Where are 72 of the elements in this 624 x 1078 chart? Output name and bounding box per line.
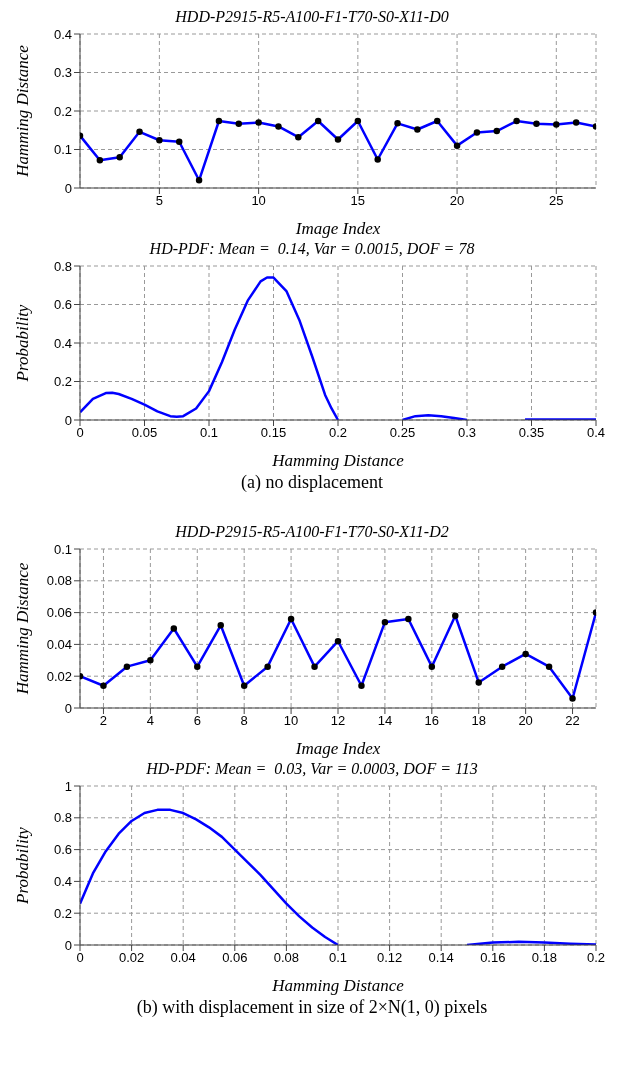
x-tick-label: 0.1: [328, 950, 348, 966]
chart-title: HDD-P2915-R5-A100-F1-T70-S0-X11-D0: [174, 8, 450, 27]
x-tick-label: 15: [350, 193, 366, 209]
y-tick-label: 0.1: [53, 541, 72, 557]
x-axis-title: Image Index: [294, 739, 381, 758]
y-tick-label: 0.2: [53, 374, 72, 390]
x-tick-label: 0: [76, 950, 84, 966]
x-tick-label: 5: [155, 193, 163, 209]
x-tick-label: 0.02: [118, 950, 145, 966]
x-tick-label: 0.06: [222, 950, 248, 966]
y-tick-label: 0.6: [53, 842, 72, 858]
x-tick-label: 0.2: [586, 950, 606, 966]
x-tick-label: 20: [449, 193, 465, 209]
x-tick-label: 16: [424, 713, 440, 729]
y-axis-title: Hamming Distance: [13, 44, 33, 178]
y-tick-label: 0.08: [46, 573, 72, 589]
x-tick-label: 0.3: [457, 425, 477, 441]
x-tick-label: 6: [193, 713, 201, 729]
x-tick-label: 12: [330, 713, 346, 729]
y-tick-label: 0.1: [53, 142, 72, 158]
x-tick-label: 18: [471, 713, 486, 729]
x-tick-label: 2: [99, 713, 108, 729]
y-tick-label: 0.04: [46, 637, 72, 653]
chart-title: HD-PDF: Mean = 0.14, Var = 0.0015, DOF = 78: [148, 240, 476, 259]
y-tick-label: 0.6: [53, 297, 72, 313]
y-tick-label: 0.4: [53, 26, 72, 42]
y-tick-label: 1: [64, 778, 72, 794]
x-tick-label: 0.35: [518, 425, 545, 441]
x-tick-label: 4: [146, 713, 154, 729]
x-tick-label: 0.18: [531, 950, 558, 966]
chart-title: HDD-P2915-R5-A100-F1-T70-S0-X11-D2: [174, 523, 450, 542]
chart-title: HD-PDF: Mean = 0.03, Var = 0.0003, DOF = 113: [145, 760, 479, 779]
y-tick-label: 0.2: [53, 103, 72, 119]
y-tick-label: 0: [64, 700, 72, 716]
y-tick-label: 0.2: [53, 905, 72, 921]
y-axis-title: Probability: [13, 304, 33, 383]
x-tick-label: 22: [565, 713, 580, 729]
x-tick-label: 0.15: [260, 425, 287, 441]
y-tick-label: 0.4: [53, 335, 72, 351]
y-tick-label: 0.8: [53, 258, 72, 274]
x-tick-label: 0.14: [428, 950, 454, 966]
y-tick-label: 0.3: [53, 65, 72, 81]
y-tick-label: 0: [64, 412, 72, 428]
y-tick-label: 0: [64, 180, 72, 196]
y-axis-title: Hamming Distance: [13, 562, 33, 696]
y-tick-label: 0: [64, 937, 72, 953]
x-axis-title: Image Index: [294, 219, 381, 238]
text: (a) no displacement: [240, 472, 384, 493]
x-tick-label: 0.16: [480, 950, 506, 966]
x-tick-label: 0.4: [586, 425, 606, 441]
y-tick-label: 0.02: [46, 668, 72, 684]
x-tick-label: 0.25: [389, 425, 416, 441]
x-tick-label: 0.12: [376, 950, 403, 966]
x-tick-label: 25: [549, 193, 564, 209]
x-tick-label: 20: [518, 713, 533, 729]
text: (b) with displacement in size of 2×N(1, 0) pixels: [135, 997, 489, 1018]
x-tick-label: 0.2: [328, 425, 348, 441]
y-tick-label: 0.06: [46, 605, 72, 621]
x-tick-label: 0.1: [199, 425, 219, 441]
x-axis-title: Hamming Distance: [271, 976, 405, 995]
x-tick-label: 10: [283, 713, 299, 729]
y-tick-label: 0.8: [53, 810, 72, 826]
y-axis-title: Probability: [13, 826, 33, 905]
x-tick-label: 8: [240, 713, 248, 729]
x-tick-label: 0.05: [131, 425, 158, 441]
x-tick-label: 0.08: [273, 950, 300, 966]
x-axis-title: Hamming Distance: [271, 451, 405, 470]
x-tick-label: 0.04: [170, 950, 196, 966]
x-tick-label: 0: [76, 425, 84, 441]
x-tick-label: 10: [251, 193, 266, 209]
x-tick-label: 14: [377, 713, 393, 729]
y-tick-label: 0.4: [53, 874, 72, 890]
